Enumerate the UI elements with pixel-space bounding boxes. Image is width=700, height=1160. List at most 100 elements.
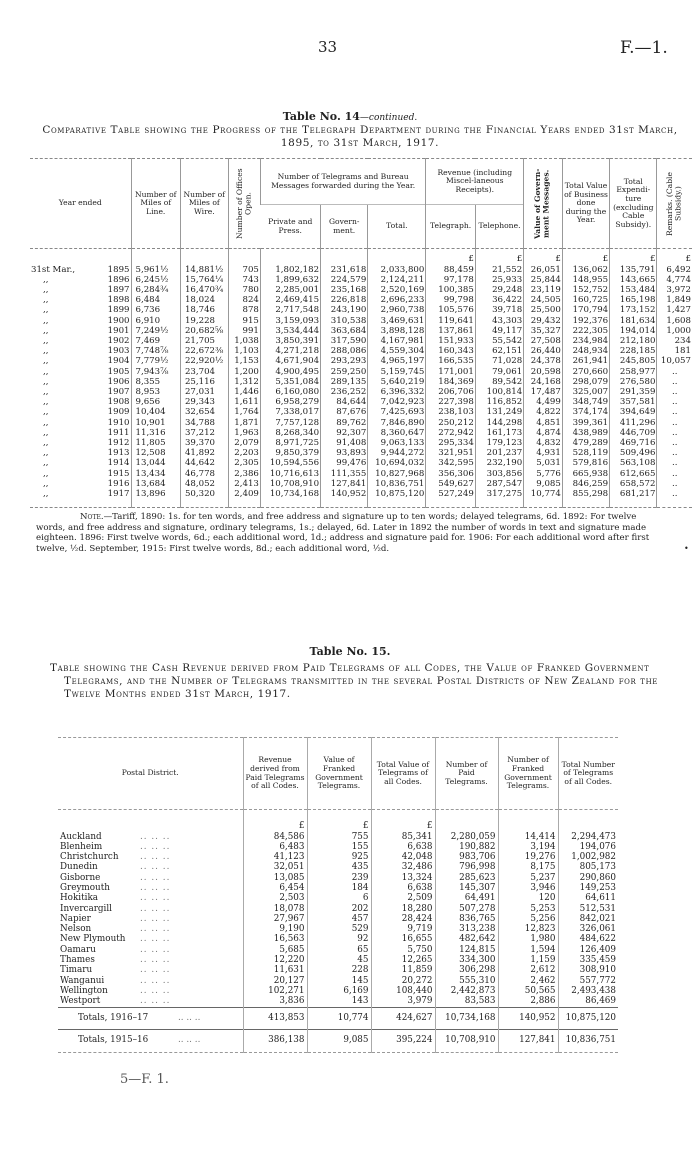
header-telephone: Telephone. — [474, 204, 524, 249]
table-row: Gisborne .. .. .. 13,085 239 13,324 285,623 5,… — [58, 872, 618, 883]
cell: 6,160,080 — [259, 386, 321, 398]
cell: 181,634 — [609, 315, 657, 326]
cell: 10,827,968 — [367, 468, 426, 479]
cell: 665,938 — [561, 468, 610, 479]
year-prefix: ,, — [43, 458, 49, 469]
cell: 6,483 — [242, 841, 307, 853]
district-name: Wellington — [60, 985, 108, 996]
cell: 17,487 — [523, 386, 563, 398]
year-prefix: ,, — [43, 335, 49, 346]
header-telegraph: Telegraph. — [425, 204, 476, 249]
cell: 85,341 — [370, 831, 435, 842]
leader-dots: .. .. .. — [140, 852, 171, 863]
cell: 71,028 — [474, 356, 524, 367]
cell: 3,836 — [242, 996, 307, 1008]
table-row: Greymouth .. .. .. 6,454 184 6,638 145,307 3,9… — [58, 882, 618, 894]
header-miles-line: Number of Miles of Line. — [130, 158, 181, 249]
cell: 755 — [306, 831, 371, 842]
cell: 6,169 — [306, 985, 371, 997]
cell-year: ,, 1901 — [30, 326, 131, 336]
cell: 165,198 — [609, 295, 657, 306]
totals-label-text: Totals, 1915–16 — [78, 1034, 149, 1045]
cell: 84,644 — [320, 397, 368, 408]
cell: 29,343 — [179, 397, 229, 408]
cell: 356,306 — [425, 468, 476, 479]
cell: 55,542 — [474, 335, 524, 347]
header-miles-wire: Number of Miles of Wire. — [179, 158, 229, 249]
table-row: ,, 1907 8,953 27,031 1,446 6,160,080 236,252 6,… — [30, 386, 692, 398]
cell: 1,427 — [656, 305, 692, 316]
header-total-count: Total Number of Telegrams of all Codes. — [557, 737, 618, 810]
cell: 6,454 — [242, 882, 307, 894]
cell: .. — [656, 458, 692, 469]
cell: 549,627 — [425, 478, 476, 489]
cell: 2,280,059 — [434, 831, 498, 842]
cell: 89,542 — [474, 376, 524, 387]
cell: 45 — [306, 955, 371, 966]
cell: .. — [656, 427, 692, 438]
cell: 228 — [306, 965, 371, 976]
cell: 12,823 — [497, 924, 558, 935]
cell: 226,818 — [320, 295, 368, 306]
spacer-cell — [227, 248, 261, 265]
year-value: 1895 — [107, 264, 130, 275]
year-prefix: ,, — [43, 376, 49, 387]
cell: 2,612 — [497, 965, 558, 976]
cell: 32,486 — [370, 862, 435, 873]
table-row: ,, 1909 10,404 32,654 1,764 7,338,017 87,676 7,… — [30, 407, 692, 418]
cell: 151,933 — [425, 335, 476, 347]
cell-year: ,, 1914 — [30, 458, 131, 468]
spacer-cell — [425, 499, 476, 508]
header-expenditure: Total Expendi-ture (excluding Cable Subs… — [609, 158, 657, 249]
table-row: Invercargill .. .. .. 18,078 202 18,280 507,2… — [58, 903, 618, 914]
cell: 12,265 — [370, 955, 435, 966]
table-row: ,, 1914 13,044 44,642 2,305 10,594,556 99,476 1… — [30, 458, 692, 469]
year-prefix: ,, — [43, 305, 49, 316]
cell: 9,656 — [130, 397, 181, 408]
cell: 805,173 — [557, 862, 618, 873]
cell-district: Wellington .. .. .. — [58, 986, 243, 996]
cell: 35,327 — [523, 325, 563, 336]
bullet-mark: • — [684, 544, 689, 553]
footer-signature: 5—F. 1. — [120, 1072, 169, 1087]
cell-year: ,, 1900 — [30, 316, 131, 326]
cell: 411,296 — [609, 417, 657, 428]
cell: 100,385 — [425, 284, 476, 296]
cell: 10,404 — [130, 407, 181, 418]
cell: 2,033,800 — [367, 264, 426, 275]
cell-district: Greymouth .. .. .. — [58, 883, 243, 893]
cell: 5,256 — [497, 913, 558, 925]
cell: 1,153 — [227, 356, 261, 367]
cell: 2,960,738 — [367, 305, 426, 316]
cell: 19,228 — [179, 315, 229, 326]
table-row: Wellington.. .. .. 102,271 6,169 108,440 2,4… — [58, 985, 618, 997]
cell: 272,942 — [425, 427, 476, 438]
table-row: Westport .. .. .. 3,836 143 3,979 83,583 2,886… — [58, 996, 618, 1008]
year-value: 1913 — [107, 448, 130, 459]
header-district: Postal District. — [121, 768, 179, 778]
cell: 148,955 — [561, 274, 610, 285]
cell-year: ,, 1903 — [30, 346, 131, 356]
cell: 7,779½ — [130, 356, 181, 367]
year-value: 1900 — [107, 315, 130, 326]
cell: 1,200 — [227, 366, 261, 377]
cell: 658,572 — [609, 478, 657, 489]
cell: 2,203 — [227, 448, 261, 459]
cell: 4,900,495 — [259, 366, 321, 377]
cell: 127,841 — [497, 1028, 558, 1054]
year-prefix: ,, — [43, 407, 49, 418]
cell: 2,493,438 — [557, 985, 618, 997]
year-prefix: ,, — [43, 397, 49, 408]
cell: 245,805 — [609, 356, 657, 367]
cell-year: ,, 1907 — [30, 387, 131, 397]
cell: 3,159,093 — [259, 315, 321, 326]
cell: 149,253 — [557, 882, 618, 894]
district-name: Christchurch — [60, 852, 119, 863]
cell: 10,734,168 — [434, 1006, 498, 1030]
year-value: 1915 — [107, 468, 130, 479]
leader-dots: .. .. .. — [140, 882, 171, 893]
cell: 153,484 — [609, 284, 657, 296]
cell: 23,119 — [523, 284, 563, 296]
leader-dots: .. .. .. — [140, 965, 171, 976]
table-row: ,, 1901 7,249½ 20,682⅝ 991 3,534,444 363,684 3,… — [30, 325, 692, 336]
